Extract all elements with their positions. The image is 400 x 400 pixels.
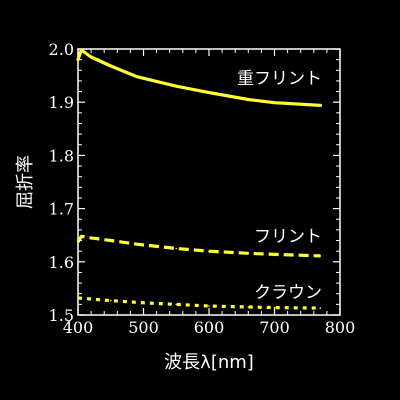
- y-tick-label: 1.9: [49, 93, 74, 112]
- data-series: [76, 48, 322, 310]
- data-point: [109, 239, 112, 242]
- data-point: [77, 58, 79, 61]
- series-label-1: フリント: [254, 227, 322, 247]
- data-point: [80, 235, 83, 238]
- x-tick-label: 800: [325, 318, 356, 337]
- data-point: [319, 307, 322, 309]
- x-tick-label: 400: [63, 318, 94, 337]
- x-tick-label: 700: [259, 318, 290, 337]
- data-point: [247, 98, 250, 101]
- data-point: [175, 303, 178, 306]
- data-point: [273, 306, 276, 309]
- data-point: [247, 252, 250, 255]
- data-point: [175, 85, 178, 88]
- y-tick-label: 2.0: [49, 40, 74, 59]
- y-tick-label: 1.6: [49, 253, 74, 272]
- data-point: [90, 237, 92, 239]
- y-axis-label: 屈折率: [15, 155, 36, 209]
- y-tick-label: 1.5: [49, 306, 74, 325]
- axis-ticks: [77, 48, 341, 316]
- data-point: [136, 75, 138, 78]
- x-axis-label: 波長λ[nm]: [164, 352, 254, 373]
- data-point: [273, 101, 276, 104]
- data-point: [136, 243, 138, 246]
- data-point: [175, 247, 178, 250]
- data-point: [142, 301, 145, 304]
- data-point: [80, 49, 83, 51]
- data-point: [208, 91, 210, 94]
- data-point: [77, 297, 79, 299]
- data-point: [247, 306, 250, 308]
- data-point: [109, 65, 112, 67]
- data-point: [273, 253, 276, 256]
- series-label-0: 重フリント: [237, 69, 322, 89]
- series-line-2: [77, 296, 321, 310]
- series-label-2: クラウン: [254, 283, 322, 303]
- y-tick-label: 1.7: [49, 200, 74, 219]
- data-point: [319, 104, 322, 107]
- tick-labels: 400 500 600 700 800 1.5 1.6 1.7 1.8 1.9 2.0: [49, 40, 356, 337]
- data-point: [319, 255, 322, 257]
- data-point: [77, 241, 79, 243]
- y-tick-label: 1.8: [49, 146, 74, 165]
- data-point: [90, 56, 92, 58]
- x-tick-label: 500: [128, 318, 159, 337]
- series-line-1: [76, 234, 321, 258]
- data-point: [208, 250, 210, 252]
- series-line-0: [76, 48, 322, 108]
- data-point: [208, 305, 210, 307]
- data-point: [109, 299, 112, 302]
- x-tick-label: 600: [194, 318, 225, 337]
